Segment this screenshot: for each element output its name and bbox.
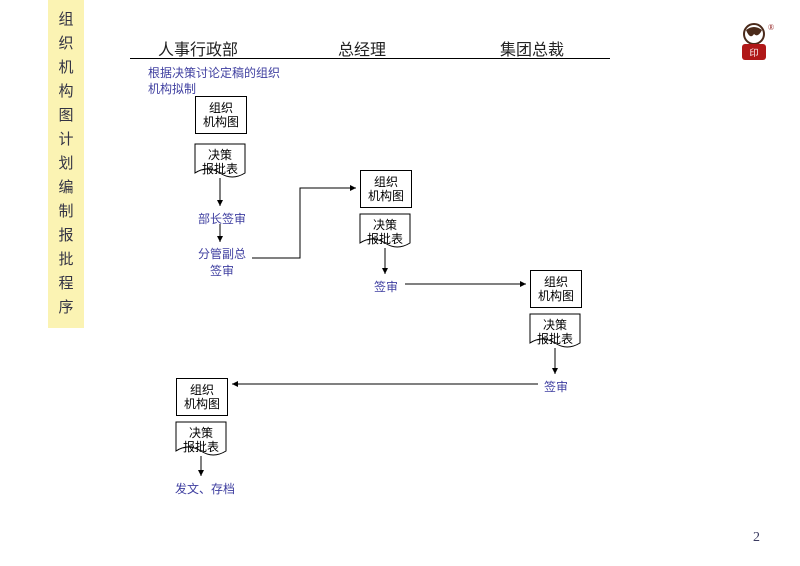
label-archive: 发文、存档 bbox=[170, 480, 240, 497]
sidebar-title: 组织机构图计划编制报批程序 bbox=[48, 0, 84, 328]
label-review-2: 签审 bbox=[370, 278, 402, 295]
node-org-2: 组织机构图 bbox=[360, 170, 412, 208]
label-review-3: 签审 bbox=[540, 378, 572, 395]
doc-2-label: 决策报批表 bbox=[360, 218, 410, 247]
doc-approval-2: 决策报批表 bbox=[360, 214, 410, 250]
sidebar-title-text: 组织机构图计划编制报批程序 bbox=[58, 12, 73, 316]
doc-1-label: 决策报批表 bbox=[195, 148, 245, 177]
doc-3-label: 决策报批表 bbox=[530, 318, 580, 347]
label-dept-head: 部长签审 bbox=[195, 210, 249, 227]
node-org-4-label: 组织机构图 bbox=[184, 383, 220, 412]
node-org-2-label: 组织机构图 bbox=[368, 175, 404, 204]
node-org-1: 组织机构图 bbox=[195, 96, 247, 134]
brand-logo-icon: 印 ® bbox=[732, 20, 776, 64]
node-org-4: 组织机构图 bbox=[176, 378, 228, 416]
header-underline bbox=[130, 58, 610, 59]
svg-text:®: ® bbox=[768, 23, 774, 32]
doc-approval-4: 决策报批表 bbox=[176, 422, 226, 458]
doc-4-label: 决策报批表 bbox=[176, 426, 226, 455]
col-header-2: 总经理 bbox=[338, 36, 386, 60]
node-org-3: 组织机构图 bbox=[530, 270, 582, 308]
col-header-3: 集团总裁 bbox=[500, 36, 564, 60]
svg-text:印: 印 bbox=[749, 47, 758, 58]
label-vp: 分管副总签审 bbox=[190, 245, 254, 279]
doc-approval-1: 决策报批表 bbox=[195, 144, 245, 180]
page-number: 2 bbox=[753, 530, 760, 546]
node-org-3-label: 组织机构图 bbox=[538, 275, 574, 304]
doc-approval-3: 决策报批表 bbox=[530, 314, 580, 350]
caption-top: 根据决策讨论定稿的组织机构拟制 bbox=[148, 66, 288, 97]
node-org-1-label: 组织机构图 bbox=[203, 101, 239, 130]
col-header-1: 人事行政部 bbox=[158, 36, 238, 60]
